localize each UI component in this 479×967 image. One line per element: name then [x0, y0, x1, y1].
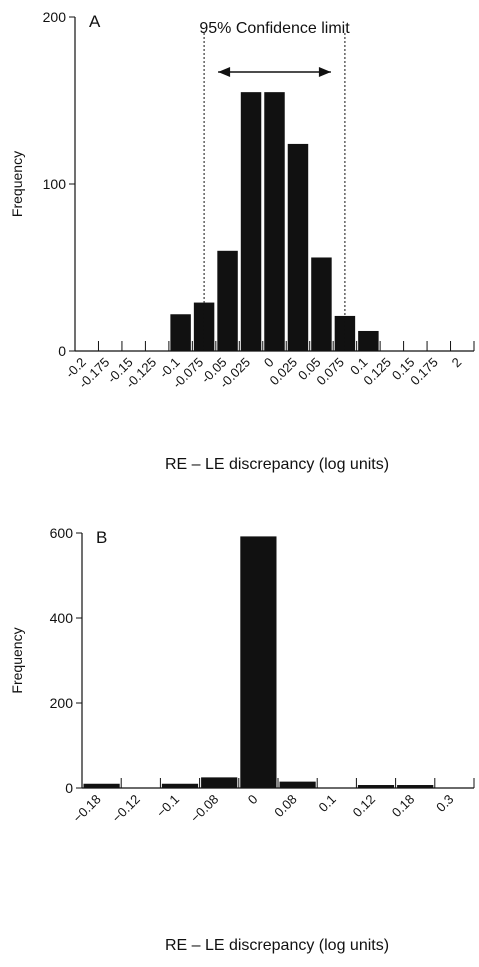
- arrowhead-right: [318, 67, 331, 77]
- x-tick-label: 0.075: [313, 355, 347, 389]
- x-tick-label: −0.08: [187, 792, 221, 826]
- x-tick-label: 0.18: [389, 792, 418, 821]
- x-tick-label: 0.175: [407, 355, 441, 389]
- x-tick-label: 0.12: [350, 792, 379, 821]
- y-axis-label: Frequency: [9, 151, 25, 217]
- bar--0.025: [240, 92, 262, 352]
- bar-0.08: [279, 781, 316, 788]
- bar-0: [264, 92, 285, 352]
- y-tick-label: 400: [50, 610, 74, 626]
- bar-0.1: [358, 330, 379, 351]
- y-tick-label: 600: [50, 525, 74, 541]
- x-axis-label: RE – LE discrepancy (log units): [165, 937, 389, 954]
- bar-0.05: [311, 257, 332, 351]
- panel-label: A: [89, 12, 101, 31]
- arrowhead-left: [218, 67, 231, 77]
- y-tick-label: 0: [58, 343, 66, 359]
- x-tick-label: 0.08: [271, 792, 300, 821]
- bar-0.18: [397, 785, 434, 788]
- chart-a: 0100200-0.2-0.175-0.15-0.125-0.1-0.075-0…: [9, 9, 475, 473]
- bar-0.12: [357, 785, 395, 788]
- x-tick-label: 0: [261, 355, 277, 371]
- y-tick-label: 200: [43, 9, 67, 25]
- x-axis-label: RE – LE discrepancy (log units): [165, 456, 389, 473]
- x-tick-label: 0.1: [316, 792, 339, 815]
- x-tick-label: −0.1: [153, 792, 182, 821]
- bar--0.1: [170, 314, 191, 351]
- bar-−0.18: [83, 783, 120, 788]
- y-tick-label: 100: [43, 176, 67, 192]
- y-tick-label: 0: [65, 780, 73, 796]
- bar-−0.08: [201, 777, 238, 788]
- x-tick-label: 0.3: [433, 792, 456, 815]
- bar-−0.1: [161, 783, 199, 788]
- y-tick-label: 200: [50, 695, 74, 711]
- chart-b: 0 200 400 600 −0.18 −0.12 −0.1 −0.08 0 0.08 0.1 0.1…: [9, 525, 475, 954]
- y-axis-label: Frequency: [9, 627, 25, 693]
- bar--0.05: [217, 250, 238, 351]
- confidence-annotation: 95% Confidence limit: [199, 20, 350, 37]
- x-tick-label: 0: [245, 792, 261, 808]
- bar-0.025: [287, 143, 309, 351]
- x-tick-label: −0.18: [70, 792, 104, 826]
- x-tick-label: 2: [449, 355, 465, 371]
- x-tick-label: −0.12: [109, 792, 143, 826]
- panel-label: B: [96, 528, 107, 547]
- bar-0: [240, 536, 277, 788]
